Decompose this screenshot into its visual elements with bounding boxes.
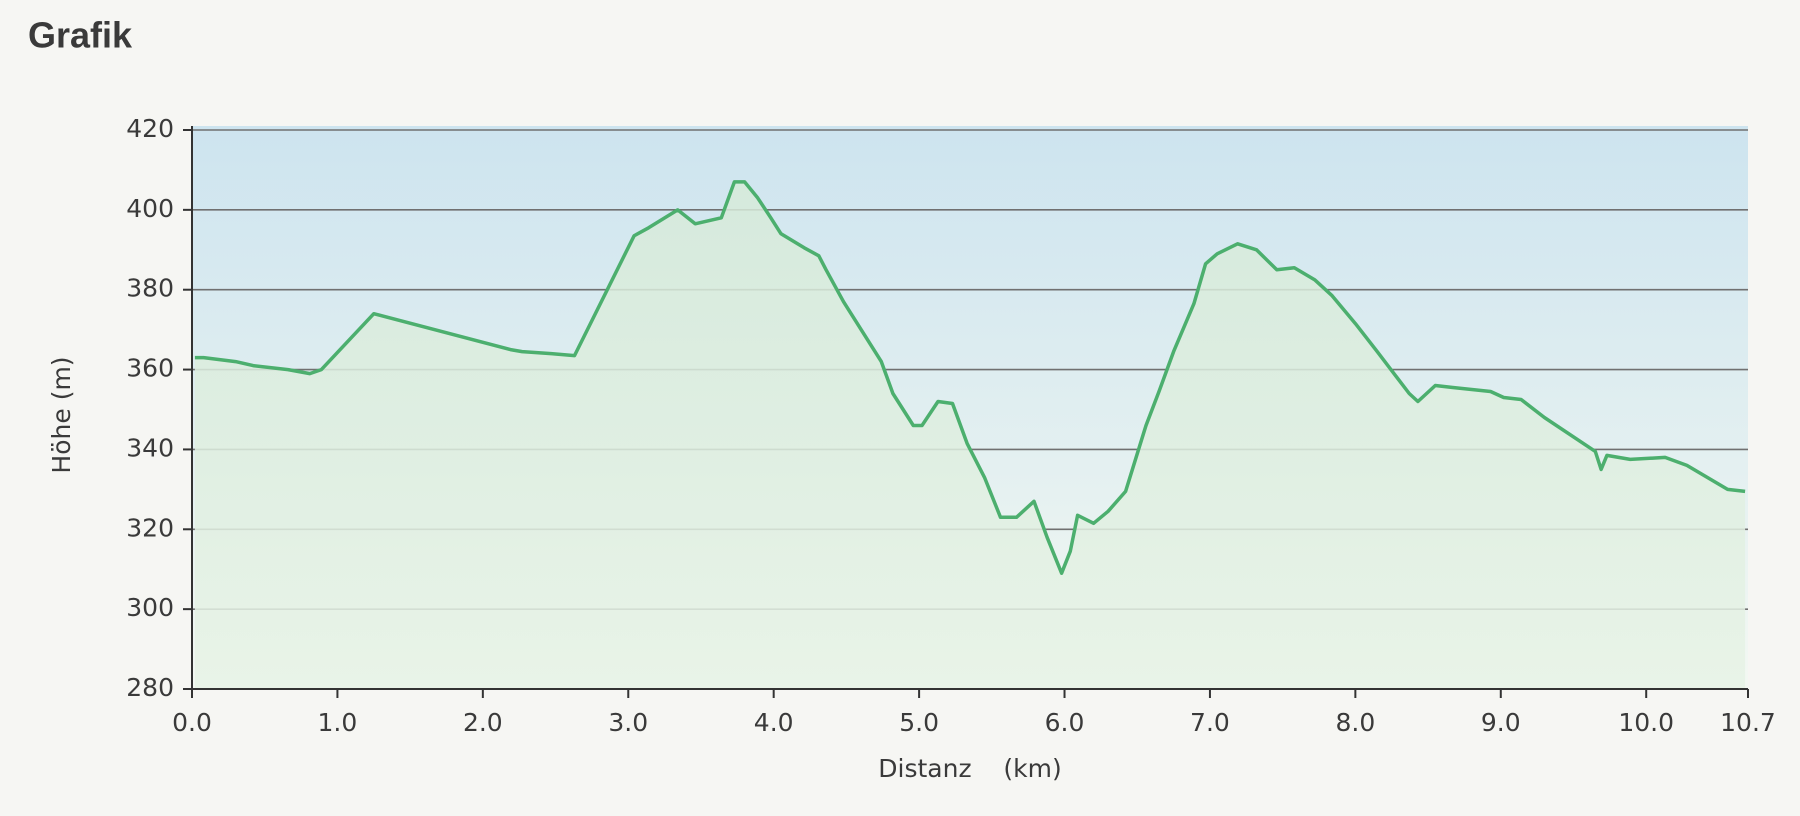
x-tick-label: 6.0: [1045, 708, 1085, 737]
x-tick-label: 3.0: [608, 708, 648, 737]
y-axis-label: Höhe (m): [47, 356, 76, 473]
x-tick-label: 1.0: [318, 708, 358, 737]
y-tick-label: 400: [126, 194, 174, 223]
series: [194, 180, 1746, 689]
y-tick-label: 300: [126, 593, 174, 622]
x-axis-label: Distanz (km): [878, 754, 1061, 783]
y-tick-label: 360: [126, 354, 174, 383]
chart-title: Grafik: [28, 15, 133, 56]
x-tick-label: 10.0: [1618, 708, 1674, 737]
x-tick-label: 9.0: [1481, 708, 1521, 737]
x-tick-label: 8.0: [1335, 708, 1375, 737]
y-tick-label: 280: [126, 673, 174, 702]
y-tick-label: 340: [126, 433, 174, 462]
y-tick-label: 320: [126, 513, 174, 542]
x-tick-label: 0.0: [172, 708, 212, 737]
area-fill: [194, 181, 1746, 689]
x-tick-label: 4.0: [754, 708, 794, 737]
y-tick-label: 380: [126, 274, 174, 303]
x-tick-label: 5.0: [899, 708, 939, 737]
elevation-line: [194, 180, 1746, 575]
x-tick-label: 2.0: [463, 708, 503, 737]
x-tick-label: 10.7: [1720, 708, 1776, 737]
y-tick-label: 420: [126, 114, 174, 143]
x-tick-label: 7.0: [1190, 708, 1230, 737]
